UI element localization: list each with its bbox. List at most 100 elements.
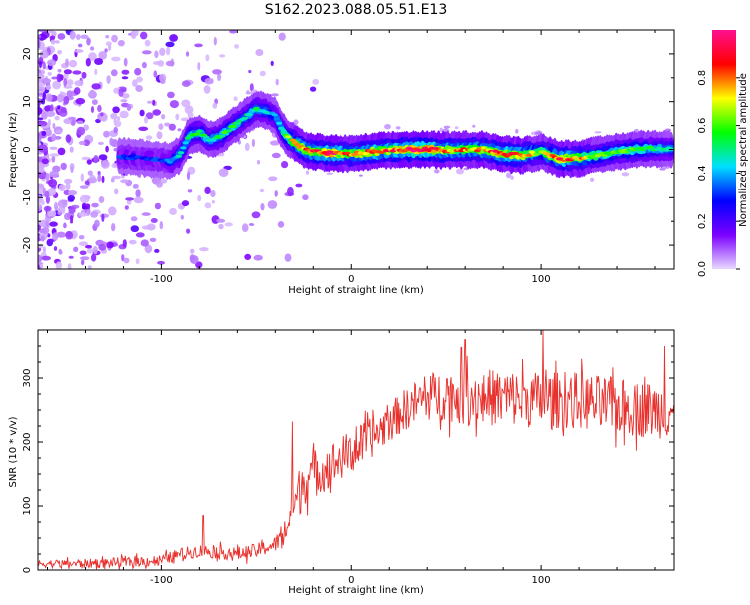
noise-speck xyxy=(175,113,180,121)
noise-speck xyxy=(181,99,191,108)
ridge-cell xyxy=(196,129,203,133)
noise-speck xyxy=(38,144,48,153)
snr-series-line xyxy=(38,330,674,570)
noise-speck xyxy=(51,133,57,142)
noise-speck xyxy=(57,199,68,209)
noise-speck xyxy=(47,72,52,76)
noise-speck xyxy=(80,256,90,261)
noise-speck xyxy=(48,178,58,188)
noise-speck xyxy=(152,99,156,106)
noise-speck xyxy=(100,112,104,117)
noise-speck xyxy=(41,158,49,165)
noise-speck xyxy=(233,96,238,101)
noise-speck xyxy=(93,155,99,164)
noise-speck xyxy=(141,212,151,216)
noise-speck xyxy=(94,68,98,76)
noise-speck xyxy=(135,189,141,198)
noise-speck xyxy=(245,91,252,95)
spectrogram-xlabel: Height of straight line (km) xyxy=(288,285,424,296)
noise-speck xyxy=(78,43,83,48)
ridge-cell xyxy=(230,124,237,129)
noise-speck xyxy=(83,139,90,147)
colorbar-tick-label: 0.0 xyxy=(697,261,708,277)
noise-speck xyxy=(41,98,46,105)
noise-speck xyxy=(52,80,61,90)
ridge-cell xyxy=(234,121,242,125)
ridge-cell xyxy=(246,113,253,117)
noise-speck xyxy=(197,62,201,71)
noise-speck xyxy=(91,202,99,208)
noise-speck xyxy=(60,162,67,171)
noise-speck xyxy=(213,36,217,46)
noise-speck xyxy=(68,59,78,68)
noise-speck xyxy=(194,43,203,48)
noise-speck xyxy=(79,185,89,189)
noise-speck xyxy=(135,258,140,265)
noise-speck xyxy=(138,126,149,131)
noise-speck xyxy=(395,126,401,130)
noise-speck xyxy=(159,47,166,57)
noise-speck xyxy=(133,196,144,204)
noise-speck xyxy=(97,171,101,176)
noise-speck xyxy=(257,159,260,165)
noise-speck xyxy=(57,206,64,213)
noise-speck xyxy=(274,190,278,197)
noise-speck xyxy=(73,87,81,95)
noise-speck xyxy=(106,241,114,249)
noise-speck xyxy=(269,140,280,146)
noise-speck xyxy=(443,125,451,129)
noise-speck xyxy=(98,51,108,60)
noise-speck xyxy=(81,71,87,79)
noise-speck xyxy=(186,228,191,234)
noise-speck xyxy=(169,34,179,42)
spectrogram-ytick-label: 10 xyxy=(22,95,33,108)
noise-speck xyxy=(124,205,129,210)
noise-speck xyxy=(139,109,145,117)
noise-speck xyxy=(110,69,118,77)
noise-speck xyxy=(326,172,334,175)
noise-speck xyxy=(110,113,118,120)
noise-speck xyxy=(177,128,182,132)
noise-speck xyxy=(64,178,73,185)
noise-speck xyxy=(111,34,118,43)
noise-speck xyxy=(65,134,72,143)
snr-frame xyxy=(37,329,675,571)
snr-xtick-label: 0 xyxy=(348,575,354,586)
ridge-cell xyxy=(225,129,233,133)
noise-speck xyxy=(121,93,130,99)
ridge-cell xyxy=(278,126,285,130)
noise-speck xyxy=(86,248,94,254)
noise-speck xyxy=(38,168,45,173)
noise-speck xyxy=(136,76,143,83)
noise-speck xyxy=(101,175,105,183)
noise-speck xyxy=(38,72,45,81)
noise-speck xyxy=(65,58,69,67)
noise-speck xyxy=(111,175,122,180)
noise-speck xyxy=(125,197,135,201)
noise-speck xyxy=(68,206,76,214)
noise-speck xyxy=(121,69,130,75)
noise-speck xyxy=(86,159,92,165)
ridge-cell xyxy=(241,116,249,120)
noise-speck xyxy=(72,70,82,75)
noise-speck xyxy=(510,175,514,180)
noise-speck xyxy=(123,57,128,67)
noise-speck xyxy=(244,142,250,152)
noise-speck xyxy=(251,211,261,219)
noise-speck xyxy=(260,203,265,211)
noise-speck xyxy=(150,218,158,223)
noise-speck xyxy=(39,60,42,68)
noise-speck xyxy=(218,223,224,230)
noise-speck xyxy=(169,100,179,109)
noise-speck xyxy=(384,124,391,130)
noise-speck xyxy=(146,223,156,231)
noise-speck xyxy=(53,246,58,251)
noise-speck xyxy=(88,52,97,61)
spectrogram-xtick-label: -100 xyxy=(150,274,173,285)
noise-speck xyxy=(277,221,285,228)
noise-speck xyxy=(38,117,44,121)
noise-speck xyxy=(38,199,41,207)
noise-speck xyxy=(43,205,52,212)
noise-speck xyxy=(66,79,74,86)
noise-speck xyxy=(134,67,142,76)
